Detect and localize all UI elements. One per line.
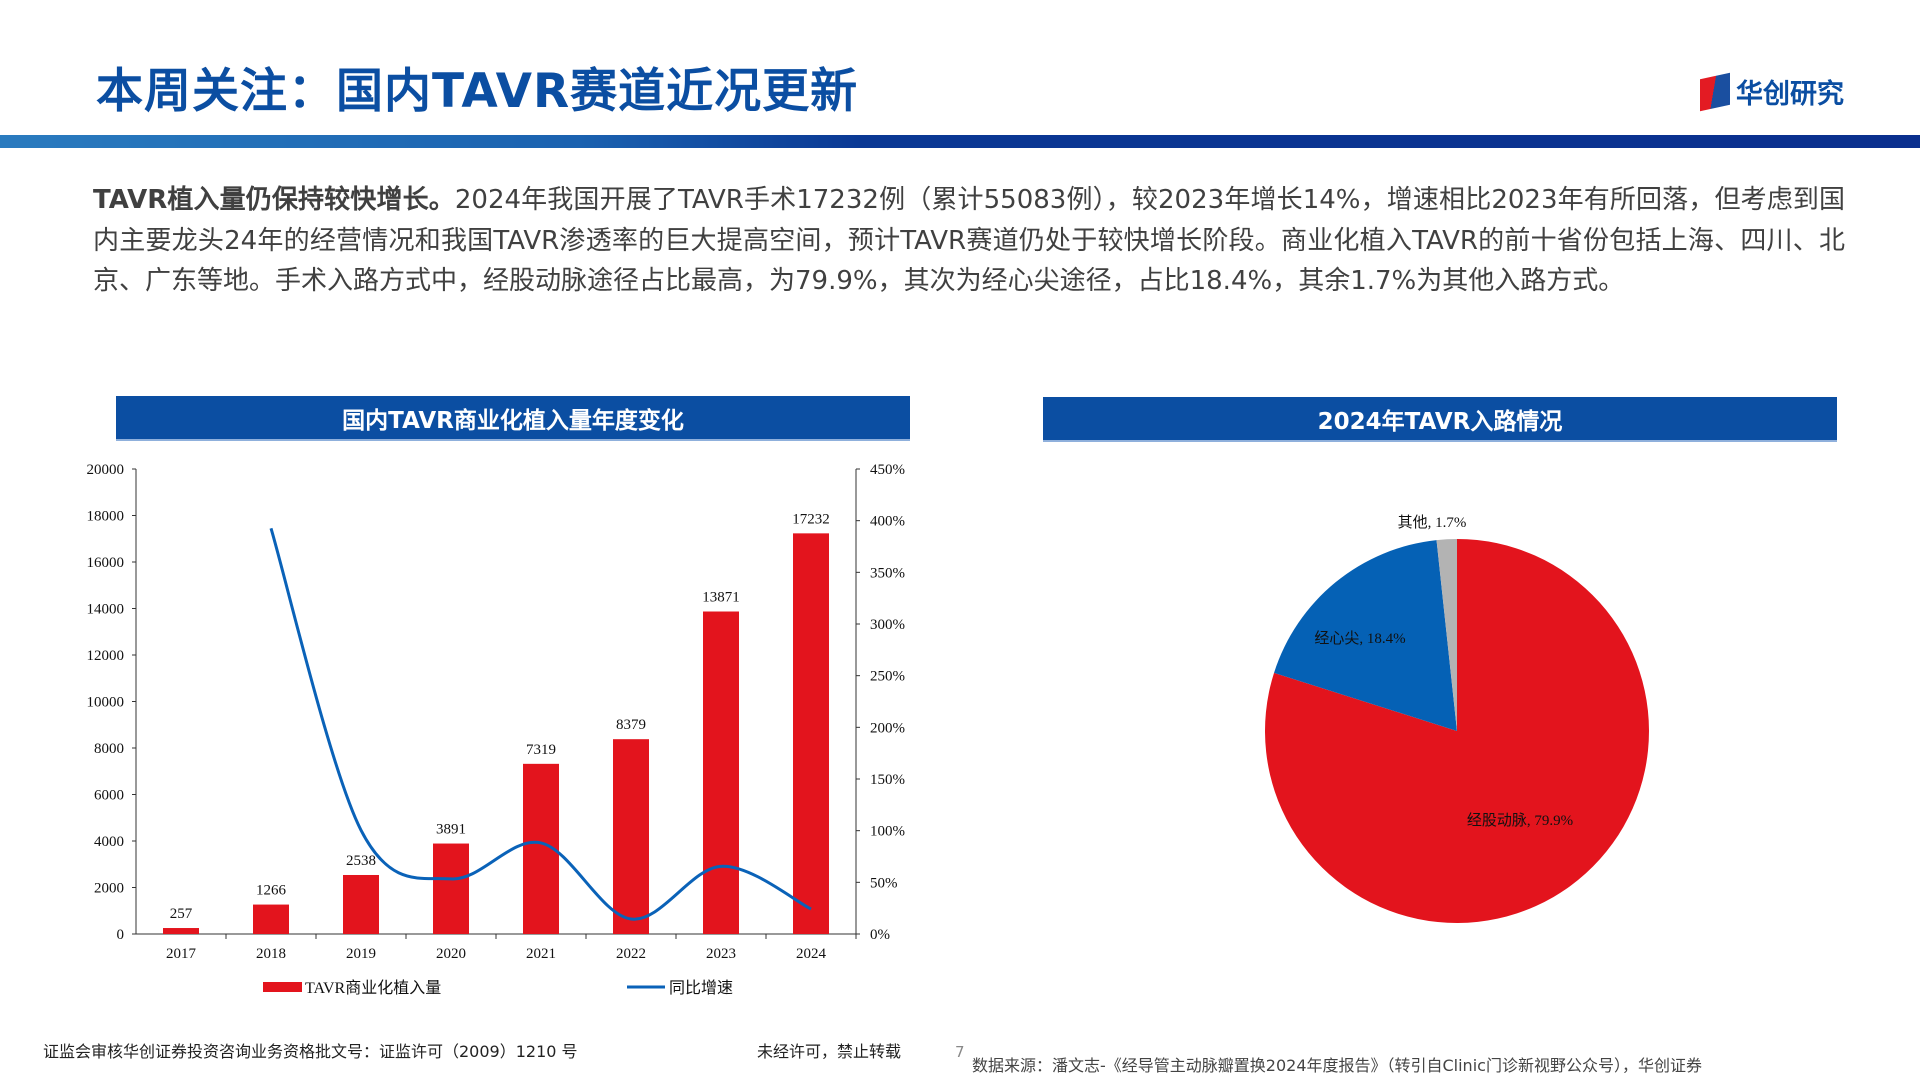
x-tick-label: 2022 [616,946,646,962]
y2-tick-label: 0% [870,927,890,943]
pie-slice [1274,540,1457,731]
data-label: 13871 [702,589,740,605]
y-tick-label: 2000 [94,881,124,897]
footer-notice: 未经许可，禁止转载 [757,1042,902,1061]
page-number: 7 [955,1043,965,1061]
data-label: 257 [170,906,193,922]
x-tick-label: 2020 [436,946,466,962]
y-tick-label: 20000 [87,462,125,478]
y2-tick-label: 150% [870,772,905,788]
pie-slice [1436,539,1457,731]
header-divider-band [0,135,1920,148]
y2-tick-label: 200% [870,720,905,736]
x-tick-label: 2021 [526,946,556,962]
summary-lead: TAVR植入量仍保持较快增长。 [93,185,455,215]
bar [253,904,289,934]
y-tick-label: 8000 [94,741,124,757]
bar [703,611,739,934]
summary-paragraph: TAVR植入量仍保持较快增长。2024年我国开展了TAVR手术17232例（累计… [93,180,1845,302]
bar [433,843,469,934]
x-tick-label: 2019 [346,946,376,962]
legend-bar-swatch [263,982,302,992]
legend-bar-label: TAVR商业化植入量 [305,979,441,997]
page-title: 本周关注：国内TAVR赛道近况更新 [96,64,859,119]
y-tick-label: 10000 [87,695,125,711]
footer-license: 证监会审核华创证券投资咨询业务资格批文号：证监许可（2009）1210 号 [43,1042,578,1061]
y-tick-label: 12000 [87,648,125,664]
pie-label: 其他, 1.7% [1398,514,1467,531]
x-tick-label: 2017 [166,946,197,962]
logo-text: 华创研究 [1736,79,1844,110]
pie-label: 经股动脉, 79.9% [1467,812,1573,829]
bar-chart-title: 国内TAVR商业化植入量年度变化 [116,396,910,441]
data-label: 8379 [616,717,646,733]
summary-body: 2024年我国开展了TAVR手术17232例（累计55083例），较2023年增… [93,185,1845,296]
y2-tick-label: 100% [870,824,905,840]
bar [613,739,649,934]
pie-chart-title: 2024年TAVR入路情况 [1043,397,1837,442]
y2-tick-label: 50% [870,875,898,891]
y2-tick-label: 250% [870,669,905,685]
brand-logo: 华创研究 [1700,72,1844,111]
bar [343,874,379,934]
logo-mark-icon [1700,72,1730,111]
bar [163,928,199,934]
data-label: 17232 [792,511,830,527]
y-tick-label: 6000 [94,788,124,804]
y-tick-label: 18000 [87,509,125,525]
x-tick-label: 2023 [706,946,736,962]
y-tick-label: 0 [117,927,125,943]
x-tick-label: 2018 [256,946,286,962]
x-tick-label: 2024 [796,946,827,962]
y-tick-label: 4000 [94,834,124,850]
y2-tick-label: 400% [870,514,905,530]
growth-line [269,527,812,921]
data-label: 3891 [436,822,466,838]
data-label: 7319 [526,742,556,758]
y2-tick-label: 450% [870,462,905,478]
footer-source: 数据来源：潘文志-《经导管主动脉瓣置换2024年度报告》（转引自Clinic门诊… [972,1056,1702,1075]
bar [793,533,829,934]
legend-line-label: 同比增速 [669,979,733,997]
bar-line-chart: 0 2000 4000 6000 8000 10000 12000 14000 16000 180… [87,462,906,997]
y-tick-label: 16000 [87,555,125,571]
y2-tick-label: 350% [870,565,905,581]
pie-label: 经心尖, 18.4% [1314,630,1405,647]
data-label: 1266 [256,883,287,899]
y2-tick-label: 300% [870,617,905,633]
pie-chart: 经股动脉, 79.9% 经心尖, 18.4% 其他, 1.7% [1265,514,1649,923]
data-label: 2538 [346,853,376,869]
y-tick-label: 14000 [87,602,125,618]
